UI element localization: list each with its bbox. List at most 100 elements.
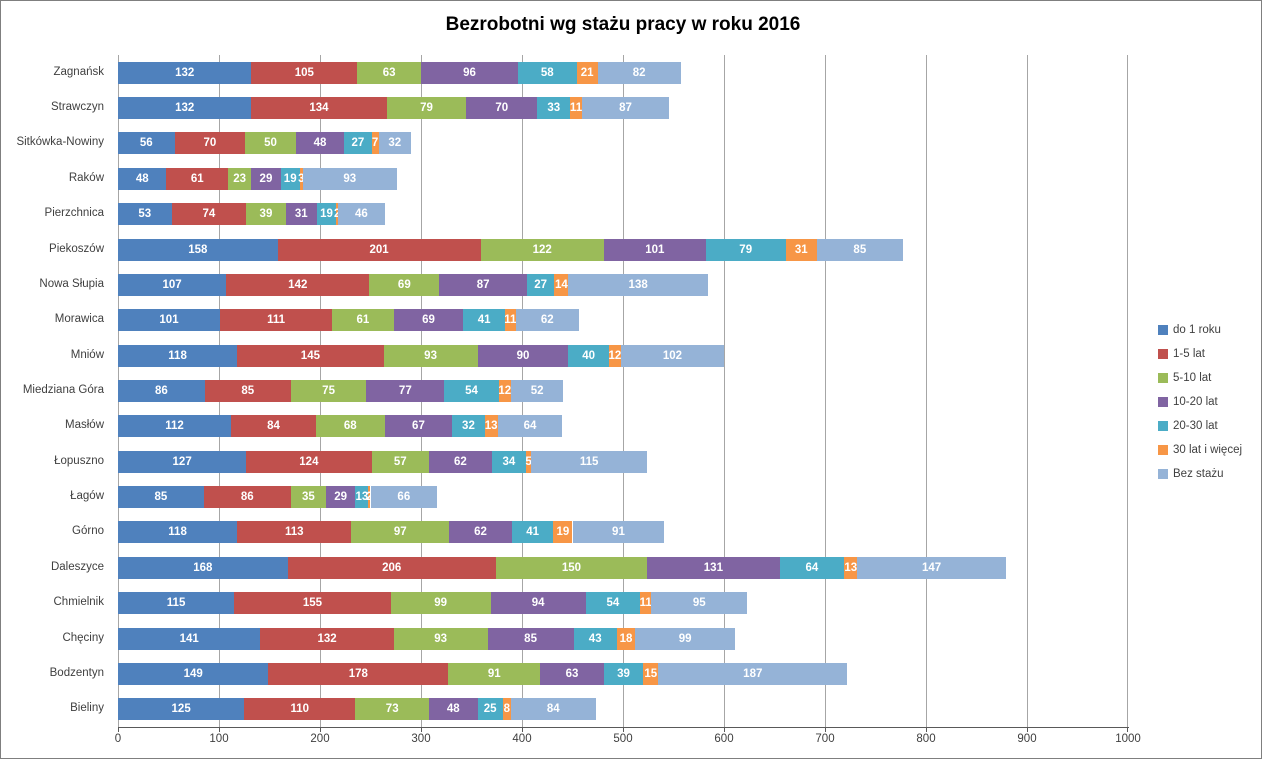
bar-segment: 13 (355, 486, 369, 509)
bar-value-label: 132 (175, 66, 195, 79)
bar-segment: 85 (204, 380, 291, 402)
bar-segment: 19 (316, 203, 337, 226)
bar-value-label: 66 (397, 491, 411, 504)
bar-segment: 132 (118, 97, 252, 120)
bar-value-label: 19 (320, 208, 333, 221)
bar-segment: 178 (268, 662, 449, 685)
bar-segment: 11 (504, 309, 516, 332)
bar-segment: 168 (118, 556, 288, 579)
bar-value-label: 113 (284, 526, 304, 539)
bar-segment: 39 (603, 662, 644, 685)
bar-segment: 85 (118, 486, 204, 509)
bar-segment: 87 (581, 97, 670, 120)
bar-segment: 29 (251, 167, 281, 190)
bar-segment: 84 (231, 415, 316, 438)
bar-value-label: 13 (484, 420, 498, 433)
bar-segment: 138 (568, 273, 708, 296)
bar-value-label: 122 (532, 243, 552, 256)
tick-mark (825, 728, 826, 732)
bar-segment: 124 (246, 450, 372, 473)
category-label: Mniów (70, 348, 104, 361)
bar-value-label: 138 (628, 278, 648, 291)
bar-segment: 91 (448, 662, 541, 685)
bar-segment: 79 (705, 238, 786, 261)
bar-value-label: 48 (446, 703, 460, 716)
value-axis-tick-label: 700 (815, 733, 835, 745)
bar-value-label: 79 (420, 102, 433, 115)
bar-segment: 27 (344, 132, 372, 155)
chart-title: Bezrobotni wg stażu pracy w roku 2016 (445, 14, 801, 35)
bar-value-label: 101 (645, 243, 665, 256)
bar-value-label: 145 (300, 349, 320, 362)
bar-value-label: 206 (382, 561, 402, 574)
tick-mark (1027, 728, 1028, 732)
bar-value-label: 15 (644, 667, 658, 680)
bar-value-label: 32 (462, 420, 475, 433)
bar-segment: 31 (285, 203, 317, 226)
bar-row: 107 142 69 87 27 14 138 (118, 273, 1128, 296)
bar-segment: 79 (386, 97, 467, 120)
bar-value-label: 115 (166, 597, 186, 610)
bar-segment: 48 (429, 698, 478, 721)
bar-segment: 21 (576, 61, 598, 84)
bar-value-label: 21 (580, 66, 594, 79)
gridline (623, 55, 624, 727)
bar-segment: 19 (553, 521, 573, 544)
bar-value-label: 13 (844, 561, 858, 574)
bar-value-label: 77 (398, 385, 412, 397)
category-label: Miedziana Góra (22, 384, 104, 396)
bar-value-label: 32 (388, 137, 402, 150)
bar-row: 86 85 75 77 54 12 52 (118, 380, 1128, 402)
bar-value-label: 82 (632, 66, 646, 79)
bar-value-label: 56 (139, 137, 153, 150)
legend-label: 5-10 lat (1173, 372, 1212, 384)
bar-value-label: 85 (241, 385, 255, 397)
value-axis-tick-label: 100 (209, 733, 229, 745)
bar-value-label: 70 (495, 102, 509, 115)
gridline (724, 55, 725, 727)
bar-segment: 85 (816, 238, 903, 261)
bar-segment: 112 (118, 415, 232, 438)
bar-segment: 58 (517, 61, 577, 84)
category-label: Górno (72, 525, 104, 538)
value-axis-tick-label: 600 (714, 733, 734, 745)
bar-value-label: 131 (703, 561, 723, 574)
bar-segment: 23 (228, 167, 252, 190)
legend-swatch-icon (1158, 445, 1168, 455)
bar-segment: 115 (531, 450, 648, 473)
tick-mark (1127, 728, 1128, 732)
bar-row: 141 132 93 85 43 18 99 (118, 627, 1128, 650)
bar-segment: 96 (421, 61, 518, 84)
bar-row: 125 110 73 48 25 8 84 (118, 698, 1128, 721)
bar-segment: 46 (338, 203, 385, 226)
tick-mark (118, 728, 119, 732)
bar-segment: 125 (118, 698, 245, 721)
bar-segment: 68 (315, 415, 385, 438)
bar-segment: 141 (118, 627, 261, 650)
bar-value-label: 8 (503, 703, 511, 716)
category-label: Sitkówka-Nowiny (16, 136, 104, 149)
bar-segment: 63 (540, 662, 604, 685)
legend-item: Bez stażu (1158, 462, 1260, 486)
bar-segment: 93 (383, 344, 478, 367)
bar-value-label: 87 (619, 102, 632, 115)
legend-swatch-icon (1158, 397, 1168, 407)
bar-value-label: 69 (397, 278, 411, 291)
tick-mark (724, 728, 725, 732)
bar-value-label: 124 (299, 455, 319, 468)
legend-item: 10-20 lat (1158, 390, 1260, 414)
bar-value-label: 85 (524, 632, 537, 645)
value-axis-tick-label: 900 (1017, 733, 1037, 745)
bar-value-label: 101 (159, 314, 179, 327)
bar-row: 115 155 99 94 54 11 95 (118, 592, 1128, 615)
bar-segment: 113 (237, 521, 352, 544)
legend-item: 20-30 lat (1158, 414, 1260, 438)
gridline (926, 55, 927, 727)
bar-value-label: 118 (168, 526, 187, 539)
bar-value-label: 29 (334, 491, 348, 504)
bar-value-label: 93 (343, 172, 357, 185)
bar-segment: 101 (118, 309, 220, 332)
value-axis-tick-label: 200 (310, 733, 330, 745)
bar-segment: 86 (118, 380, 205, 402)
bar-value-label: 93 (434, 632, 448, 645)
